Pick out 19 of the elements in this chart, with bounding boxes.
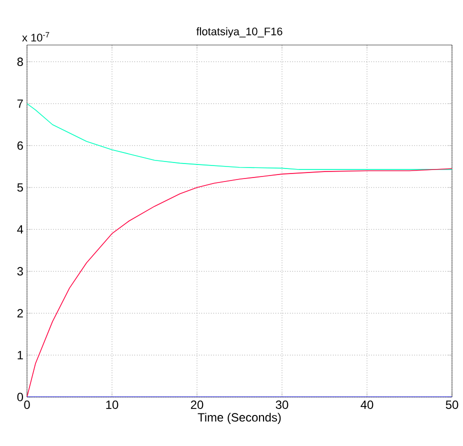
chart-title: flotatsiya_10_F16	[196, 27, 282, 38]
line-series	[27, 168, 452, 397]
y-tick-label: 0	[17, 392, 24, 402]
y-tick-label: 3	[17, 267, 23, 276]
y-tick-label: 2	[17, 309, 23, 318]
x-tick-label: 40	[360, 400, 374, 409]
x-axis-title: Time (Seconds)	[198, 412, 281, 424]
y-tick-label: 7	[17, 100, 23, 108]
y-tick-label: 5	[17, 183, 23, 192]
y-tick-label: 6	[17, 141, 23, 150]
text: x 10$^{-7}$	[22, 32, 50, 42]
x-tick-label: 20	[190, 400, 204, 409]
y-tick-label: 1	[18, 350, 23, 360]
x-tick-label: 50	[446, 400, 458, 409]
x-tick-label: 10	[106, 400, 118, 409]
x-tick-label: 0	[24, 400, 30, 409]
y-tick-label: 4	[17, 225, 24, 234]
y-tick-label: 8	[17, 58, 23, 66]
x-tick-label: 30	[276, 400, 288, 409]
